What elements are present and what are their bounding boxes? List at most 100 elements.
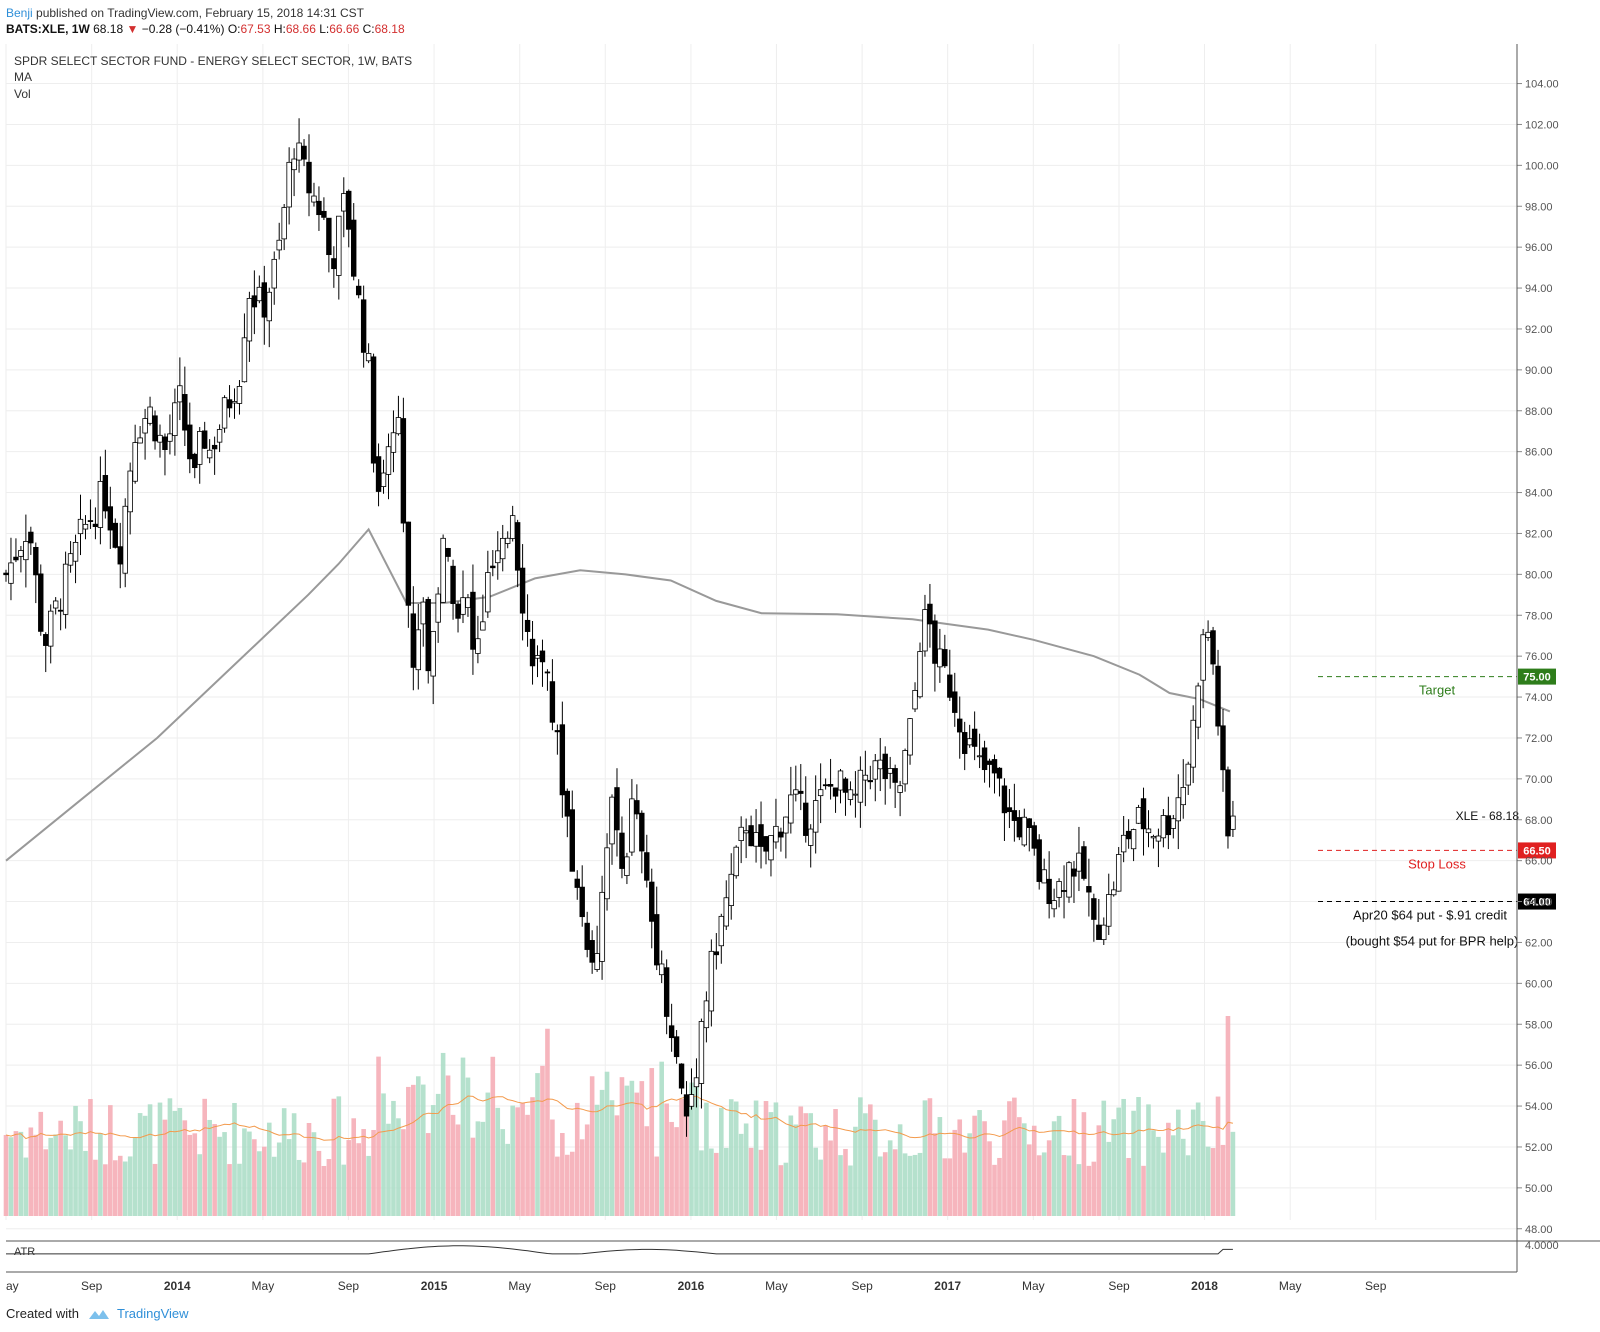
volume-ma-line <box>5 1095 1234 1141</box>
volume-bar <box>1071 1099 1077 1216</box>
volume-bar <box>992 1164 997 1216</box>
volume-bar <box>346 1140 352 1216</box>
volume-bar <box>887 1140 893 1216</box>
candle-body <box>564 790 571 817</box>
candle-body <box>1111 889 1117 896</box>
candle-body <box>351 219 357 277</box>
price-tick-label: 92.00 <box>1525 324 1553 336</box>
candle-body <box>1140 798 1147 830</box>
volume-bar <box>793 1124 799 1216</box>
volume-bar <box>728 1099 734 1216</box>
volume-bar <box>922 1100 928 1216</box>
volume-bar <box>1051 1121 1057 1216</box>
support-tag-label: 64.00 <box>1523 897 1551 909</box>
close-value: 68.18 <box>374 22 405 36</box>
candle-body <box>788 794 794 824</box>
volume-bar <box>83 1150 88 1216</box>
candle-body <box>673 1036 680 1058</box>
ma-legend[interactable]: MA <box>14 70 32 84</box>
volume-bar <box>1106 1141 1112 1216</box>
candle-body <box>1026 818 1032 828</box>
candle-body <box>62 563 69 615</box>
tradingview-brand[interactable]: TradingView <box>116 1306 189 1321</box>
candle-body <box>569 809 575 872</box>
volume-bars <box>3 1016 1236 1216</box>
candle-body <box>1011 810 1018 821</box>
moving-average-line <box>5 527 1231 862</box>
volume-bar <box>1116 1107 1121 1216</box>
volume-bar <box>425 1133 431 1216</box>
last-price: 68.18 <box>93 22 124 36</box>
candle-body <box>92 523 99 527</box>
candle-body <box>614 787 620 831</box>
volume-bar <box>654 1156 660 1216</box>
volume-bar <box>142 1115 148 1216</box>
volume-bar <box>957 1119 963 1216</box>
time-tick-label: Sep <box>338 1279 360 1293</box>
target-tag-label: 75.00 <box>1523 672 1551 684</box>
candle-body <box>728 873 734 907</box>
volume-bar <box>147 1104 153 1216</box>
candle-body <box>1001 785 1008 814</box>
volume-bar <box>1036 1155 1042 1216</box>
volume-bar <box>872 1119 878 1216</box>
volume-bar <box>967 1133 972 1216</box>
volume-bar <box>252 1139 257 1216</box>
candle-body <box>708 950 715 1012</box>
volume-bar <box>560 1133 565 1216</box>
volume-bar <box>122 1161 128 1216</box>
created-with: Created with <box>6 1306 79 1321</box>
candle-body <box>723 897 729 927</box>
volume-bar <box>1131 1110 1136 1216</box>
price-tick-label: 62.00 <box>1525 937 1553 949</box>
volume-bar <box>1136 1097 1141 1216</box>
candle-body <box>52 600 59 609</box>
volume-bar <box>78 1121 83 1216</box>
vol-legend[interactable]: Vol <box>14 87 31 101</box>
price-tick-label: 74.00 <box>1525 692 1553 704</box>
volume-bar <box>391 1100 396 1216</box>
candle-body <box>375 456 382 492</box>
candle-body <box>803 802 809 836</box>
volume-bar <box>23 1157 29 1216</box>
candle-body <box>152 415 158 442</box>
volume-bar <box>639 1081 645 1216</box>
price-tick-label: 56.00 <box>1525 1060 1553 1072</box>
candle-body <box>534 655 541 659</box>
candle-body <box>241 337 248 383</box>
candle-body <box>415 629 421 671</box>
candle-body <box>296 142 302 161</box>
volume-bar <box>629 1080 635 1216</box>
candle-body <box>1225 769 1231 837</box>
candle-body <box>435 593 441 623</box>
candle-body <box>251 295 258 308</box>
volume-bar <box>619 1077 625 1216</box>
volume-bar <box>659 1061 664 1216</box>
candle-body <box>654 914 660 966</box>
candle-body <box>971 728 978 747</box>
volume-bar <box>679 1098 684 1216</box>
volume-bar <box>1156 1136 1161 1216</box>
candle-body <box>957 718 963 733</box>
candle-body <box>847 789 854 800</box>
author-link[interactable]: Benji <box>6 6 33 20</box>
candle-body <box>390 432 397 453</box>
volume-bar <box>301 1162 307 1216</box>
candle-body <box>743 830 749 834</box>
candle-body <box>346 190 352 230</box>
candle-body <box>753 832 759 847</box>
candle-body <box>961 732 968 754</box>
candle-body <box>485 572 491 613</box>
time-tick-label: May <box>1279 1279 1302 1293</box>
time-tick-label: 2018 <box>1191 1279 1218 1293</box>
volume-bar <box>1126 1158 1131 1216</box>
candle-body <box>445 547 451 557</box>
volume-bar <box>962 1152 967 1216</box>
price-change: −0.28 (−0.41%) <box>141 22 225 36</box>
candle-body <box>1160 815 1167 839</box>
volume-bar <box>843 1148 848 1216</box>
candle-body <box>922 609 928 652</box>
time-tick-label: 2016 <box>678 1279 705 1293</box>
candle-body <box>634 800 640 815</box>
